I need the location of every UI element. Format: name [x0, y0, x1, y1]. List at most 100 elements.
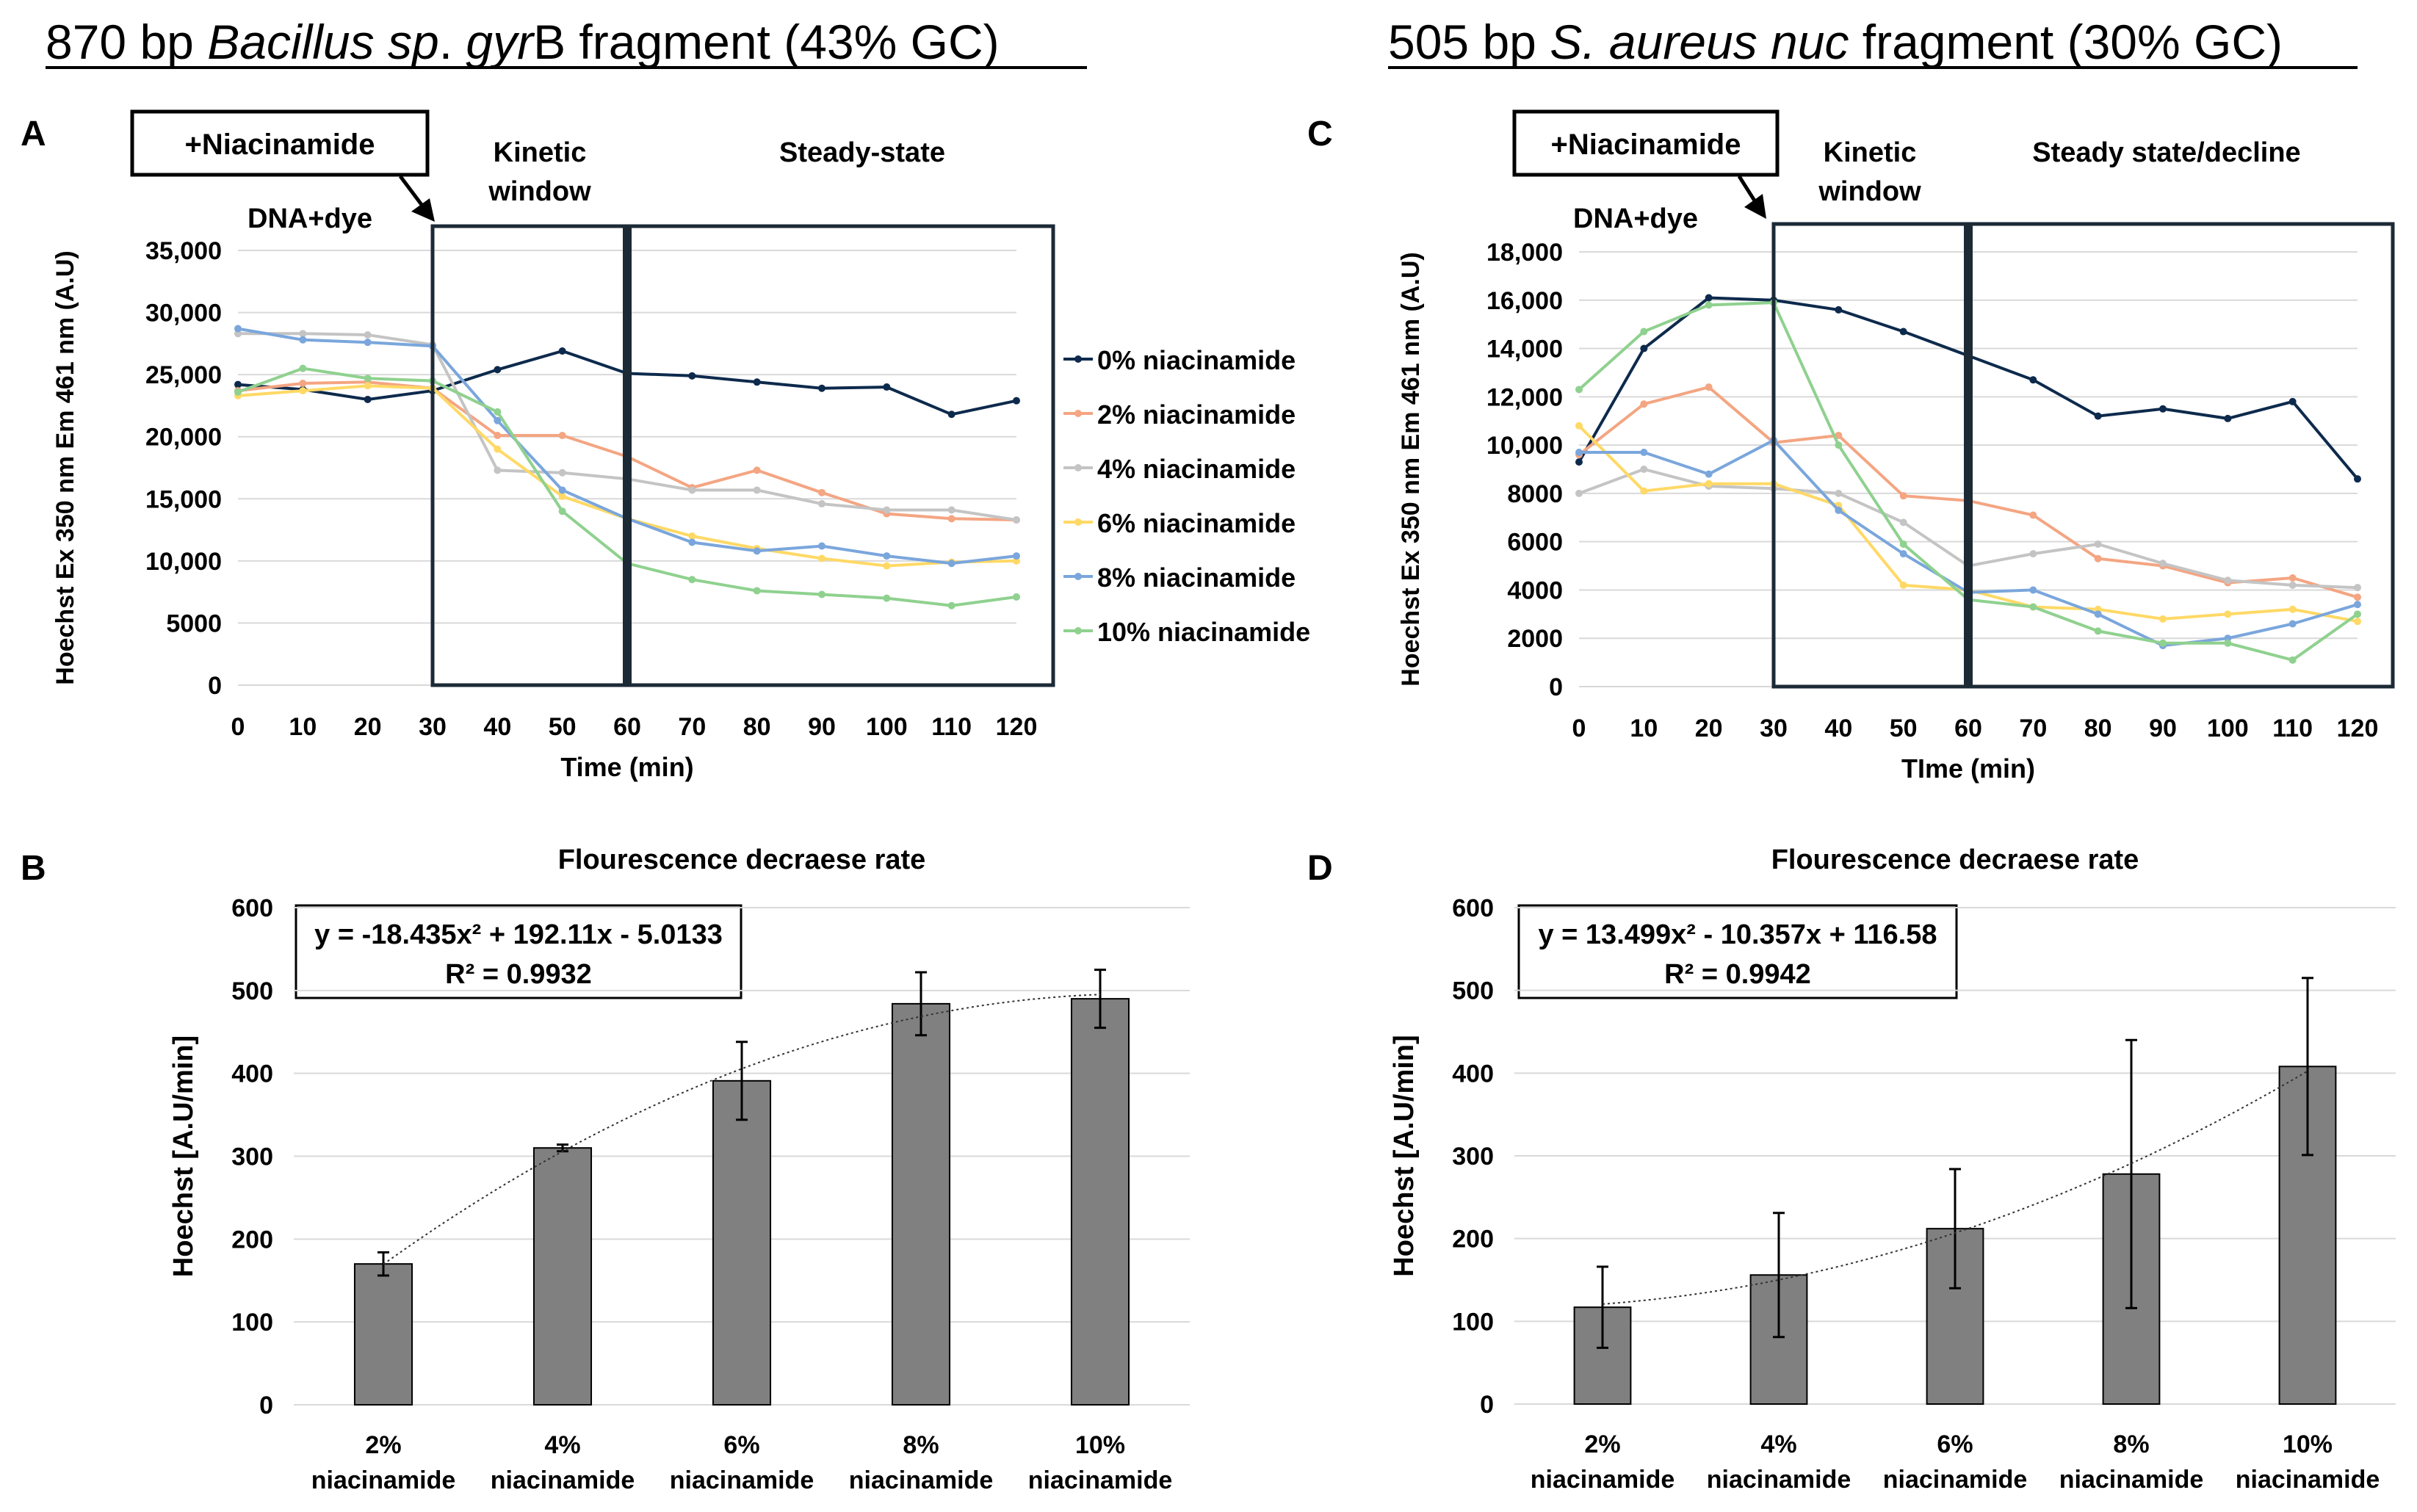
- legend: 0% niacinamide 2% niacinamide 4% niacina…: [1063, 345, 1310, 647]
- chart-a-point-10: [558, 507, 566, 516]
- panel-b-equation-box: [295, 904, 743, 999]
- chart-c-point-0: [1835, 305, 1843, 314]
- chart-b-xtick: 4%: [544, 1431, 580, 1459]
- chart-c-point-0: [1899, 328, 1907, 336]
- chart-c-ytick: 2000: [1507, 625, 1563, 653]
- chart-c-point-8: [1640, 448, 1648, 456]
- chart-c-point-0: [1705, 294, 1713, 302]
- panel-d-equation: y = 13.499x² - 10.357x + 116.58: [1538, 919, 1937, 950]
- chart-a-point-8: [494, 416, 502, 424]
- chart-d-xtick: 10%: [2283, 1430, 2333, 1458]
- chart-b-xtick-sub: niacinamide: [1028, 1466, 1173, 1494]
- legend-label-2: 2% niacinamide: [1097, 399, 1296, 430]
- chart-c-xtick: 120: [2337, 715, 2379, 742]
- chart-c-ytick: 0: [1549, 673, 1563, 701]
- chart-c-xtick: 0: [1572, 715, 1586, 742]
- chart-c-point-2: [1899, 492, 1907, 500]
- chart-a-ytick: 10,000: [145, 548, 222, 576]
- chart-c-point-10: [1835, 441, 1843, 449]
- chart-b-xtick-sub: niacinamide: [311, 1466, 456, 1494]
- chart-c-xtick: 50: [1890, 715, 1918, 742]
- panel-a-steady-label: Steady-state: [779, 137, 945, 168]
- right-figure-title: 505 bp S. aureus nuc fragment (30% GC): [1388, 15, 2283, 69]
- chart-a-point-0: [883, 383, 891, 391]
- chart-d-xtick-sub: niacinamide: [2236, 1466, 2380, 1494]
- legend-marker-10: [1074, 627, 1082, 634]
- chart-c-point-4: [1835, 489, 1843, 497]
- chart-a-point-0: [494, 366, 502, 374]
- left-figure-title: 870 bp Bacillus sp. gyrB fragment (43% G…: [46, 15, 1000, 69]
- chart-b-bar: [1070, 998, 1130, 1406]
- chart-a-point-0: [818, 384, 825, 392]
- chart-c-xtick: 70: [2019, 715, 2047, 742]
- legend-label-8: 8% niacinamide: [1097, 563, 1296, 593]
- chart-b-bar: [532, 1147, 593, 1406]
- chart-a-ytick: 15,000: [145, 485, 222, 513]
- chart-a-point-10: [883, 594, 891, 602]
- chart-d-ytick: 100: [1452, 1308, 1494, 1336]
- chart-c-ytick: 18,000: [1486, 239, 1563, 267]
- chart-a-point-6: [883, 562, 891, 570]
- chart-c-point-6: [1640, 487, 1648, 495]
- chart-b-ytick: 500: [231, 977, 273, 1005]
- chart-d-xtick: 2%: [1584, 1430, 1620, 1458]
- chart-c-ytick: 6000: [1507, 529, 1563, 557]
- legend-marker-6: [1074, 518, 1082, 526]
- chart-d-ytick: 500: [1452, 977, 1494, 1005]
- panel-c-niacinamide-box: [1512, 109, 1780, 177]
- chart-a-point-6: [818, 554, 825, 563]
- chart-c-point-4: [1640, 466, 1648, 473]
- chart-c-point-4: [2094, 540, 2102, 548]
- chart-c-xtick: 100: [2207, 715, 2249, 742]
- panel-d-equation-box: [1517, 904, 1958, 999]
- chart-c-point-10: [1575, 386, 1583, 394]
- panel-letter-b: B: [21, 849, 46, 888]
- chart-c-point-8: [2094, 610, 2102, 618]
- legend-label-6: 6% niacinamide: [1097, 508, 1296, 538]
- chart-c-point-2: [2354, 593, 2361, 601]
- chart-d-ytick: 0: [1480, 1391, 1494, 1419]
- chart-a-point-4: [818, 500, 825, 508]
- chart-d-title: Flourescence decraese rate: [1771, 844, 2139, 875]
- chart-a-point-4: [558, 469, 566, 477]
- chart-c-point-2: [1835, 431, 1843, 439]
- chart-a-point-2: [818, 488, 825, 496]
- chart-a-ytick: 5000: [166, 609, 222, 637]
- chart-c-point-8: [1575, 448, 1583, 456]
- chart-a-point-8: [234, 325, 242, 333]
- chart-c-point-0: [2094, 412, 2102, 420]
- chart-c-point-10: [1640, 328, 1648, 336]
- panel-d-r-squared: R² = 0.9942: [1664, 959, 1811, 990]
- chart-a-ytick: 30,000: [145, 300, 222, 328]
- chart-a-point-0: [753, 378, 761, 386]
- chart-b-xtick-sub: niacinamide: [849, 1466, 994, 1494]
- panel-a-arrow-head: [411, 198, 435, 222]
- chart-a-point-10: [688, 576, 696, 584]
- chart-c-point-10: [2159, 639, 2167, 647]
- chart-a-point-10: [753, 587, 761, 595]
- chart-a-point-0: [1013, 397, 1020, 405]
- chart-a-xtick: 70: [678, 713, 706, 741]
- chart-a-point-4: [494, 466, 502, 474]
- chart-c-point-8: [1705, 470, 1713, 478]
- chart-a-xlabel: Time (min): [560, 752, 693, 782]
- legend-item-8: 8% niacinamide: [1063, 563, 1296, 593]
- chart-a-xtick: 30: [419, 713, 447, 741]
- chart-c-xtick: 40: [1824, 715, 1852, 742]
- chart-a-point-2: [494, 432, 502, 440]
- chart-a-point-8: [299, 336, 307, 344]
- chart-c-point-10: [2094, 627, 2102, 635]
- chart-a-xtick: 60: [613, 713, 641, 741]
- chart-a-point-8: [753, 547, 761, 555]
- chart-d-ytick: 400: [1452, 1060, 1494, 1088]
- chart-a-point-4: [947, 506, 955, 514]
- legend-item-10: 10% niacinamide: [1063, 617, 1310, 647]
- panel-letter-a: A: [21, 115, 46, 153]
- chart-d-xtick-sub: niacinamide: [2059, 1466, 2204, 1494]
- chart-a-xtick: 10: [289, 713, 317, 741]
- panel-c-kinetic-label-1: Kinetic: [1824, 137, 1917, 168]
- chart-a-ytick: 20,000: [145, 424, 222, 452]
- chart-a-point-2: [947, 515, 955, 523]
- chart-c-line: 0 2000 4000 6000 8000 10,000 12,000 14,000 16,00…: [1397, 222, 2395, 784]
